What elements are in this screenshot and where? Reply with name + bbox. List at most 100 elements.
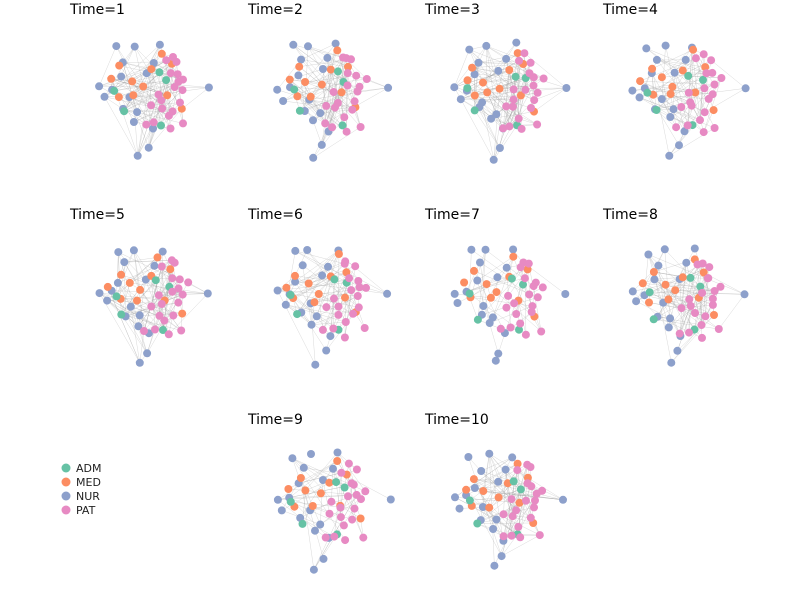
edge xyxy=(467,80,501,149)
node-nur xyxy=(133,108,142,117)
edge xyxy=(669,127,715,156)
edge xyxy=(496,502,520,520)
edge xyxy=(133,102,181,123)
node-pat xyxy=(516,533,525,542)
edge xyxy=(670,93,704,133)
edge xyxy=(512,249,528,270)
node-nur xyxy=(489,525,498,533)
edge xyxy=(320,479,324,525)
node-med xyxy=(636,77,645,86)
edge xyxy=(646,48,707,74)
node-adm xyxy=(473,315,482,324)
node-pat xyxy=(168,287,177,296)
edge xyxy=(322,479,330,514)
node-pat xyxy=(521,85,530,94)
node-adm xyxy=(652,106,661,114)
node-pat xyxy=(527,308,536,316)
node-adm xyxy=(340,483,349,492)
node-nur xyxy=(501,465,510,474)
node-med xyxy=(147,65,156,74)
network-panel: Time=8 xyxy=(602,207,749,367)
node-adm xyxy=(699,75,707,84)
node-nur xyxy=(478,503,487,511)
node-pat xyxy=(362,75,371,83)
edge xyxy=(311,321,346,325)
edge xyxy=(289,278,350,295)
node-nur xyxy=(467,245,476,254)
node-med xyxy=(284,485,293,493)
node-nur xyxy=(451,493,459,502)
edge xyxy=(509,77,526,127)
node-nur xyxy=(675,141,683,150)
edge xyxy=(295,281,354,314)
edge xyxy=(478,60,519,63)
node-pat xyxy=(353,292,362,300)
edge xyxy=(661,47,693,78)
edge xyxy=(139,331,145,363)
edge xyxy=(168,293,208,335)
node-nur xyxy=(289,40,298,49)
node-pat xyxy=(174,77,183,86)
node-med xyxy=(470,266,478,275)
node-nur xyxy=(273,495,282,504)
edge xyxy=(486,45,497,115)
edge xyxy=(636,301,671,319)
node-nur xyxy=(113,278,122,287)
edge xyxy=(318,289,352,295)
edge xyxy=(300,477,321,525)
edge xyxy=(632,86,673,91)
edge xyxy=(479,262,530,295)
node-pat xyxy=(696,116,704,125)
edge xyxy=(289,294,339,330)
node-pat xyxy=(361,487,370,496)
node-adm xyxy=(519,280,527,289)
node-nur xyxy=(680,127,689,136)
node-pat xyxy=(356,123,365,131)
edge xyxy=(107,286,140,363)
node-nur xyxy=(673,346,682,355)
node-nur xyxy=(450,83,459,92)
node-pat xyxy=(714,325,723,333)
node-med xyxy=(462,485,471,494)
node-med xyxy=(509,252,518,261)
node-med xyxy=(485,503,494,512)
edge xyxy=(111,78,135,123)
edge xyxy=(294,275,347,283)
node-adm xyxy=(110,86,119,95)
node-nur xyxy=(644,250,653,259)
edge xyxy=(478,62,524,65)
node-med xyxy=(460,278,469,287)
node-nur xyxy=(490,561,499,570)
node-nur xyxy=(307,320,316,329)
node-pat xyxy=(672,123,681,132)
node-pat xyxy=(507,495,516,504)
node-nur xyxy=(559,495,567,504)
node-nur xyxy=(324,262,332,271)
node-med xyxy=(296,474,305,482)
node-pat xyxy=(509,85,518,94)
node-med xyxy=(492,288,501,297)
edge xyxy=(299,91,358,111)
node-pat xyxy=(705,263,714,272)
node-nur xyxy=(95,289,104,298)
edge xyxy=(679,279,682,309)
node-med xyxy=(136,285,145,294)
node-pat xyxy=(502,303,511,312)
edge xyxy=(644,254,649,296)
node-nur xyxy=(664,323,673,332)
node-nur xyxy=(133,151,142,160)
node-pat xyxy=(354,277,363,285)
node-pat xyxy=(352,71,361,80)
node-nur xyxy=(642,44,651,53)
node-med xyxy=(689,45,698,54)
node-med xyxy=(285,75,294,84)
node-pat xyxy=(339,53,348,62)
node-med xyxy=(341,293,349,302)
node-pat xyxy=(716,282,725,291)
node-adm xyxy=(298,519,307,528)
edge xyxy=(304,43,336,83)
node-pat xyxy=(166,124,175,133)
node-nur xyxy=(670,68,679,77)
node-med xyxy=(513,459,522,468)
edge xyxy=(657,299,690,317)
